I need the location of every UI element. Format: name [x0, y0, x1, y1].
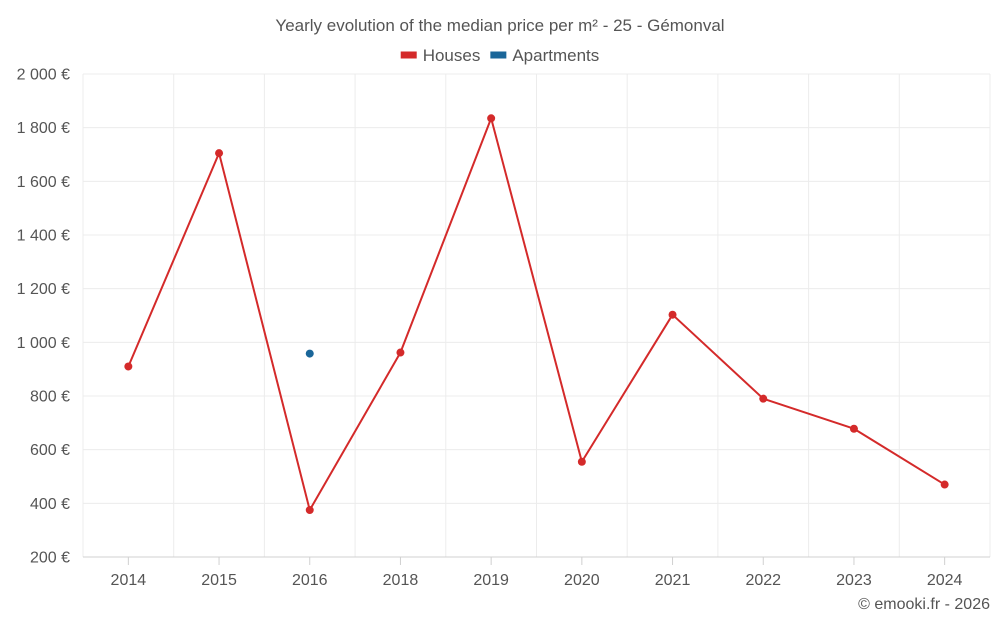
data-point-houses[interactable] [940, 480, 949, 489]
data-point-houses[interactable] [396, 348, 405, 357]
data-point-houses[interactable] [577, 457, 586, 466]
chart-title: Yearly evolution of the median price per… [275, 16, 724, 35]
series-apartments [305, 349, 314, 358]
grid [82, 73, 991, 557]
x-tick-label: 2023 [836, 572, 872, 589]
legend-label-apartments[interactable]: Apartments [512, 46, 599, 65]
x-tick-label: 2018 [383, 572, 419, 589]
x-tick-label: 2015 [201, 572, 237, 589]
x-tick-label: 2020 [564, 572, 600, 589]
x-tick-label: 2021 [655, 572, 691, 589]
y-tick-label: 2 000 € [17, 67, 70, 84]
series-layer [124, 114, 949, 515]
x-tick-label: 2022 [745, 572, 781, 589]
y-tick-label: 1 400 € [17, 228, 70, 245]
data-point-houses[interactable] [124, 362, 133, 371]
data-point-houses[interactable] [215, 149, 224, 158]
y-tick-label: 1 800 € [17, 120, 70, 137]
data-point-houses[interactable] [668, 310, 677, 319]
axes: 200 € 400 € 600 € 800 € 1 000 € 1 200 € 1 400 … [17, 67, 990, 589]
x-tick-label: 2024 [927, 572, 963, 589]
y-tick-label: 800 € [30, 389, 70, 406]
y-tick-label: 400 € [30, 496, 70, 513]
credit-text: © emooki.fr - 2026 [858, 596, 990, 613]
y-tick-label: 600 € [30, 442, 70, 459]
legend: Houses Apartments [400, 46, 599, 65]
legend-label-houses[interactable]: Houses [423, 46, 481, 65]
x-tick-label: 2019 [473, 572, 509, 589]
data-point-houses[interactable] [759, 394, 768, 403]
legend-swatch [490, 51, 507, 59]
data-point-apartments[interactable] [305, 349, 314, 358]
x-tick-label: 2016 [292, 572, 328, 589]
data-point-houses[interactable] [849, 424, 858, 433]
data-point-houses[interactable] [487, 114, 496, 123]
data-point-houses[interactable] [305, 506, 314, 515]
series-line-houses [127, 117, 946, 512]
legend-swatch [400, 51, 417, 59]
x-tick-label: 2014 [111, 572, 147, 589]
y-tick-label: 1 000 € [17, 335, 70, 352]
y-tick-label: 200 € [30, 550, 70, 567]
y-tick-label: 1 600 € [17, 174, 70, 191]
series-houses [124, 114, 949, 515]
y-tick-label: 1 200 € [17, 281, 70, 298]
